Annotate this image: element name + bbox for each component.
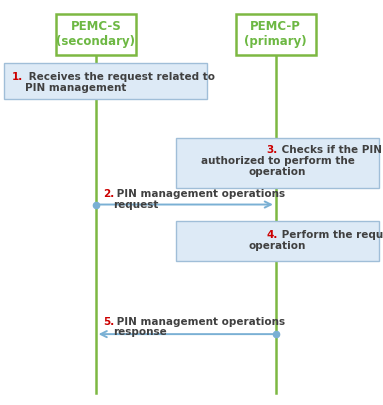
- FancyBboxPatch shape: [176, 138, 379, 188]
- Text: PIN management: PIN management: [25, 83, 126, 93]
- Text: PIN management operations: PIN management operations: [113, 317, 285, 327]
- Text: PEMC-S
(secondary): PEMC-S (secondary): [56, 20, 135, 49]
- FancyBboxPatch shape: [56, 14, 136, 55]
- Text: request: request: [113, 200, 158, 210]
- Text: response: response: [113, 327, 167, 337]
- Text: 2.: 2.: [103, 189, 115, 199]
- Text: 3.: 3.: [267, 145, 278, 155]
- Text: Checks if the PIN element is: Checks if the PIN element is: [278, 145, 383, 155]
- Text: 5.: 5.: [103, 317, 115, 327]
- FancyBboxPatch shape: [176, 221, 379, 261]
- Text: operation: operation: [249, 241, 306, 252]
- Text: PIN management operations: PIN management operations: [113, 189, 285, 199]
- Text: PEMC-P
(primary): PEMC-P (primary): [244, 20, 307, 49]
- Text: authorized to perform the: authorized to perform the: [201, 156, 355, 166]
- Text: 1.: 1.: [11, 72, 23, 82]
- FancyBboxPatch shape: [236, 14, 316, 55]
- Text: operation: operation: [249, 167, 306, 177]
- Text: 4.: 4.: [266, 230, 278, 240]
- Text: Perform the requested: Perform the requested: [278, 230, 383, 240]
- Text: Receives the request related to: Receives the request related to: [25, 72, 215, 82]
- FancyBboxPatch shape: [4, 63, 207, 99]
